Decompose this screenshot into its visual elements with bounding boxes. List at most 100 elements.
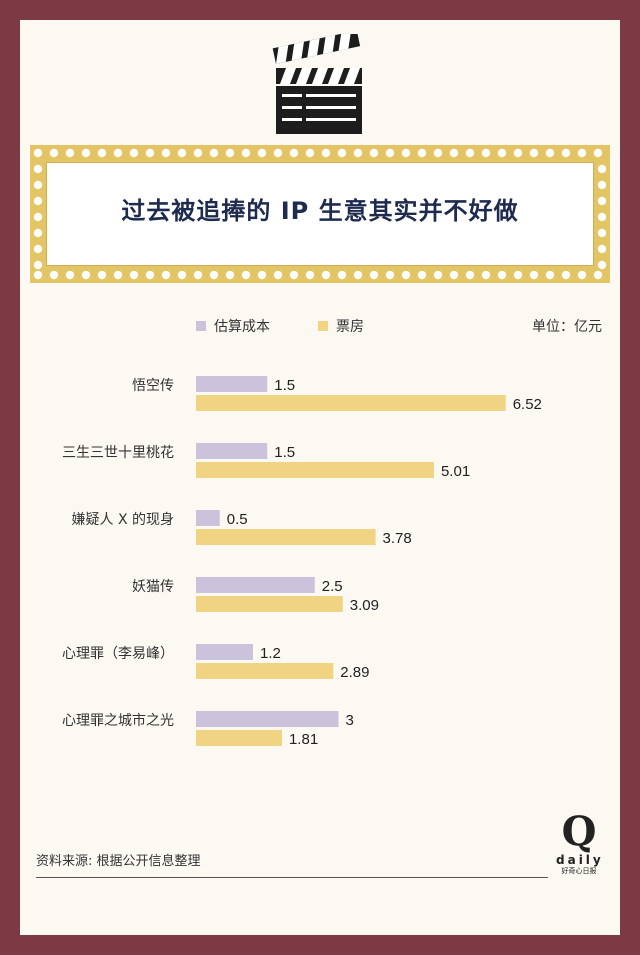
marquee-bulb bbox=[321, 270, 331, 280]
marquee-bulb bbox=[305, 270, 315, 280]
data-label-box-office: 6.52 bbox=[513, 396, 542, 413]
legend-item-cost: 估算成本 bbox=[196, 316, 270, 336]
marquee-bulb bbox=[193, 270, 203, 280]
category-label: 妖猫传 bbox=[132, 579, 174, 595]
marquee-bulb bbox=[545, 270, 555, 280]
marquee-bulb bbox=[241, 148, 251, 158]
legend-swatch-box-office bbox=[318, 321, 328, 331]
marquee-bulb bbox=[289, 270, 299, 280]
marquee-bulb bbox=[33, 164, 43, 174]
title-panel: 过去被追捧的 IP 生意其实并不好做 bbox=[46, 162, 594, 266]
marquee-bulb bbox=[545, 148, 555, 158]
marquee-bulb bbox=[497, 270, 507, 280]
marquee-bulb bbox=[161, 270, 171, 280]
category-label: 嫌疑人 X 的现身 bbox=[72, 512, 175, 528]
marquee-bulb bbox=[33, 180, 43, 190]
marquee-bulbs bbox=[33, 148, 607, 280]
data-label-cost: 2.5 bbox=[322, 578, 343, 595]
data-label-cost: 3 bbox=[346, 712, 354, 729]
marquee-bulb bbox=[529, 270, 539, 280]
marquee-bulb bbox=[433, 148, 443, 158]
marquee-bulb bbox=[577, 148, 587, 158]
marquee-bulb bbox=[209, 148, 219, 158]
marquee-bulb bbox=[209, 270, 219, 280]
marquee-bulb bbox=[225, 148, 235, 158]
marquee-bulb bbox=[449, 270, 459, 280]
marquee-bulb bbox=[561, 270, 571, 280]
bar-cost bbox=[196, 577, 315, 593]
marquee-bulb bbox=[49, 270, 59, 280]
marquee-bulb bbox=[81, 270, 91, 280]
marquee-bulb bbox=[597, 228, 607, 238]
marquee-bulb bbox=[129, 270, 139, 280]
marquee-bulb bbox=[65, 270, 75, 280]
bar-chart: 悟空传 1.5 6.52 三生三世十里桃花 1.5 5.01 嫌疑人 X 的现身 0.5 3.7… bbox=[62, 376, 542, 748]
marquee-bulb bbox=[465, 270, 475, 280]
marquee-bulb bbox=[273, 270, 283, 280]
category-label: 心理罪（李易峰） bbox=[62, 646, 174, 662]
marquee-bulb bbox=[65, 148, 75, 158]
marquee-bulb bbox=[597, 212, 607, 222]
marquee-bulb bbox=[369, 148, 379, 158]
marquee-bulb bbox=[385, 270, 395, 280]
publisher-logo: Q daily 好奇心日报 bbox=[556, 810, 602, 876]
data-label-cost: 1.2 bbox=[260, 645, 281, 662]
marquee-bulb bbox=[161, 148, 171, 158]
data-label-box-office: 2.89 bbox=[340, 664, 369, 681]
marquee-bulb bbox=[369, 270, 379, 280]
data-label-box-office: 3.09 bbox=[350, 597, 379, 614]
category-label: 心理罪之城市之光 bbox=[62, 712, 174, 729]
marquee-bulb bbox=[337, 270, 347, 280]
bar-box-office bbox=[196, 596, 343, 612]
bar-cost bbox=[196, 443, 268, 459]
marquee-bulb bbox=[257, 148, 267, 158]
category-label: 悟空传 bbox=[132, 378, 174, 394]
logo-letter: Q bbox=[561, 808, 597, 855]
marquee-bulb bbox=[353, 270, 363, 280]
marquee-bulb bbox=[513, 270, 523, 280]
logo-word: daily bbox=[556, 853, 604, 867]
marquee-bulb bbox=[401, 148, 411, 158]
legend-swatch-cost bbox=[196, 321, 206, 331]
marquee-bulb bbox=[593, 270, 603, 280]
marquee-bulb bbox=[529, 148, 539, 158]
infographic-page: 过去被追捧的 IP 生意其实并不好做 估算成本 票房 单位：亿元 悟空传 1.5 6… bbox=[20, 20, 620, 935]
data-label-cost: 0.5 bbox=[227, 511, 248, 528]
bar-cost bbox=[196, 510, 220, 526]
marquee-bulb bbox=[289, 148, 299, 158]
marquee-bulb bbox=[49, 148, 59, 158]
marquee-bulb bbox=[225, 270, 235, 280]
bar-cost bbox=[196, 376, 268, 392]
bar-box-office bbox=[196, 663, 334, 679]
page-title: 过去被追捧的 IP 生意其实并不好做 bbox=[121, 197, 519, 225]
marquee-bulb bbox=[97, 148, 107, 158]
bar-cost bbox=[196, 711, 339, 727]
marquee-bulb bbox=[513, 148, 523, 158]
bar-box-office bbox=[196, 730, 282, 746]
source-note: 资料来源: 根据公开信息整理 bbox=[36, 854, 201, 869]
marquee-bulb bbox=[33, 260, 43, 270]
clapperboard-icon bbox=[272, 34, 362, 134]
title-marquee: 过去被追捧的 IP 生意其实并不好做 bbox=[30, 145, 610, 283]
marquee-bulb bbox=[33, 270, 43, 280]
marquee-bulb bbox=[597, 196, 607, 206]
data-label-cost: 1.5 bbox=[274, 377, 295, 394]
marquee-bulb bbox=[481, 148, 491, 158]
bar-box-office bbox=[196, 529, 376, 545]
bar-cost bbox=[196, 644, 253, 660]
marquee-bulb bbox=[305, 148, 315, 158]
marquee-bulb bbox=[337, 148, 347, 158]
marquee-bulb bbox=[97, 270, 107, 280]
marquee-bulb bbox=[465, 148, 475, 158]
marquee-bulb bbox=[385, 148, 395, 158]
data-label-cost: 1.5 bbox=[274, 444, 295, 461]
marquee-bulb bbox=[321, 148, 331, 158]
marquee-bulb bbox=[177, 270, 187, 280]
data-label-box-office: 5.01 bbox=[441, 463, 470, 480]
marquee-bulb bbox=[145, 148, 155, 158]
marquee-bulb bbox=[497, 148, 507, 158]
marquee-bulb bbox=[481, 270, 491, 280]
marquee-bulb bbox=[33, 148, 43, 158]
marquee-bulb bbox=[597, 244, 607, 254]
marquee-bulb bbox=[177, 148, 187, 158]
